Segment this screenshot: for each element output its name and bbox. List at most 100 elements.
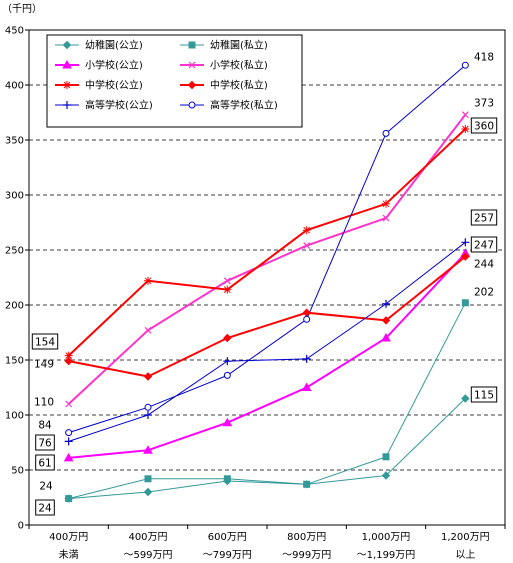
x-tick-label-sub: 未満 bbox=[59, 549, 79, 561]
series-line bbox=[68, 64, 466, 434]
data-label: 76 bbox=[38, 438, 52, 450]
series-line bbox=[68, 255, 466, 378]
data-label: 149 bbox=[34, 359, 54, 371]
series-line bbox=[68, 241, 466, 442]
data-label: 373 bbox=[474, 98, 494, 110]
point-marker bbox=[382, 214, 390, 222]
point-marker bbox=[65, 495, 73, 503]
grid-lines bbox=[29, 84, 505, 471]
x-tick-label-sub: ～999万円 bbox=[282, 550, 331, 561]
point-marker bbox=[188, 61, 196, 69]
legend: 幼稚園(公立) 幼稚園(私立) 小学校(公立) 小学校(私立) 中学校(公立) 中学校(私… bbox=[46, 34, 303, 128]
point-marker bbox=[62, 40, 72, 50]
x-tick-label-sub: ～599万円 bbox=[123, 550, 172, 561]
data-label: 24 bbox=[39, 481, 53, 493]
series-markers bbox=[63, 61, 471, 503]
point-marker bbox=[381, 316, 391, 325]
y-tick-label: 250 bbox=[5, 246, 24, 257]
point-marker bbox=[223, 277, 231, 285]
x-tick-label-sub: ～1,199万円 bbox=[357, 550, 416, 561]
y-tick-label: 0 bbox=[18, 521, 24, 532]
point-marker bbox=[144, 276, 152, 285]
point-marker bbox=[303, 315, 311, 323]
point-marker bbox=[461, 238, 470, 247]
legend-label: 幼稚園(私立) bbox=[210, 39, 268, 52]
point-marker bbox=[64, 351, 73, 360]
point-marker bbox=[301, 382, 312, 391]
legend-box bbox=[46, 34, 303, 128]
x-tick-label: 1,000万円 bbox=[362, 532, 411, 543]
point-marker bbox=[65, 400, 73, 408]
point-marker bbox=[143, 372, 153, 381]
point-marker bbox=[62, 59, 72, 69]
data-label: 110 bbox=[34, 397, 54, 409]
point-marker bbox=[382, 129, 390, 137]
point-marker bbox=[461, 125, 470, 133]
y-tick-label: 450 bbox=[5, 26, 24, 37]
data-label: 418 bbox=[474, 52, 494, 64]
point-marker bbox=[144, 411, 152, 419]
series-line bbox=[68, 302, 466, 500]
point-marker bbox=[188, 101, 196, 109]
point-marker bbox=[381, 332, 391, 342]
y-tick-label: 50 bbox=[11, 466, 24, 477]
data-label-box bbox=[470, 236, 498, 253]
data-label-box bbox=[35, 454, 55, 471]
point-marker bbox=[303, 242, 311, 250]
point-marker bbox=[302, 354, 311, 363]
legend-label: 幼稚園(公立) bbox=[85, 39, 143, 52]
point-marker bbox=[143, 445, 153, 454]
series-line bbox=[67, 128, 467, 357]
point-marker bbox=[302, 308, 311, 317]
legend-label: 中学校(私立) bbox=[210, 79, 268, 92]
point-marker bbox=[223, 285, 232, 294]
point-marker bbox=[302, 226, 311, 235]
point-marker bbox=[303, 480, 311, 488]
data-label: 202 bbox=[474, 287, 494, 299]
data-label: 115 bbox=[474, 390, 494, 402]
point-marker bbox=[223, 333, 232, 343]
point-marker bbox=[381, 471, 391, 480]
data-label-box bbox=[35, 434, 55, 451]
data-label: 24 bbox=[38, 503, 52, 515]
data-label: 247 bbox=[474, 240, 494, 252]
data-label: 61 bbox=[38, 458, 51, 470]
data-label-box bbox=[470, 209, 498, 226]
point-marker bbox=[461, 111, 469, 119]
x-tick-label-sub: 以上 bbox=[455, 549, 475, 561]
y-tick-label: 200 bbox=[5, 301, 24, 312]
data-labels: 154 149 110 84 76 61 24 24 418 373 360 257 247 244 202… bbox=[31, 52, 498, 516]
x-tick-label: 400万円 bbox=[49, 532, 88, 543]
series-line bbox=[67, 114, 467, 405]
x-tick-label: 600万円 bbox=[208, 532, 247, 543]
point-marker bbox=[382, 299, 390, 308]
data-label: 154 bbox=[35, 337, 55, 349]
point-marker bbox=[223, 357, 232, 366]
legend-label: 高等学校(私立) bbox=[210, 99, 278, 112]
y-tick-label: 100 bbox=[5, 411, 24, 422]
legend-label: 小学校(私立) bbox=[210, 59, 268, 72]
point-marker bbox=[461, 394, 470, 403]
point-marker bbox=[223, 371, 231, 379]
point-marker bbox=[223, 475, 231, 483]
data-label: 257 bbox=[474, 213, 494, 225]
point-marker bbox=[222, 417, 233, 427]
axes bbox=[25, 29, 506, 529]
legend-label: 高等学校(公立) bbox=[85, 99, 153, 112]
point-marker bbox=[144, 326, 152, 334]
point-marker bbox=[187, 80, 197, 90]
data-label: 84 bbox=[38, 420, 52, 432]
y-tick-label: 300 bbox=[5, 191, 24, 202]
y-tick-label: 350 bbox=[5, 136, 24, 147]
point-marker bbox=[144, 475, 152, 483]
point-marker bbox=[64, 356, 73, 366]
series-line bbox=[68, 398, 466, 500]
data-label: 244 bbox=[474, 259, 494, 271]
point-marker bbox=[144, 403, 152, 411]
data-label-box bbox=[470, 117, 498, 134]
y-tick-label: 400 bbox=[5, 81, 24, 92]
point-marker bbox=[63, 101, 71, 109]
